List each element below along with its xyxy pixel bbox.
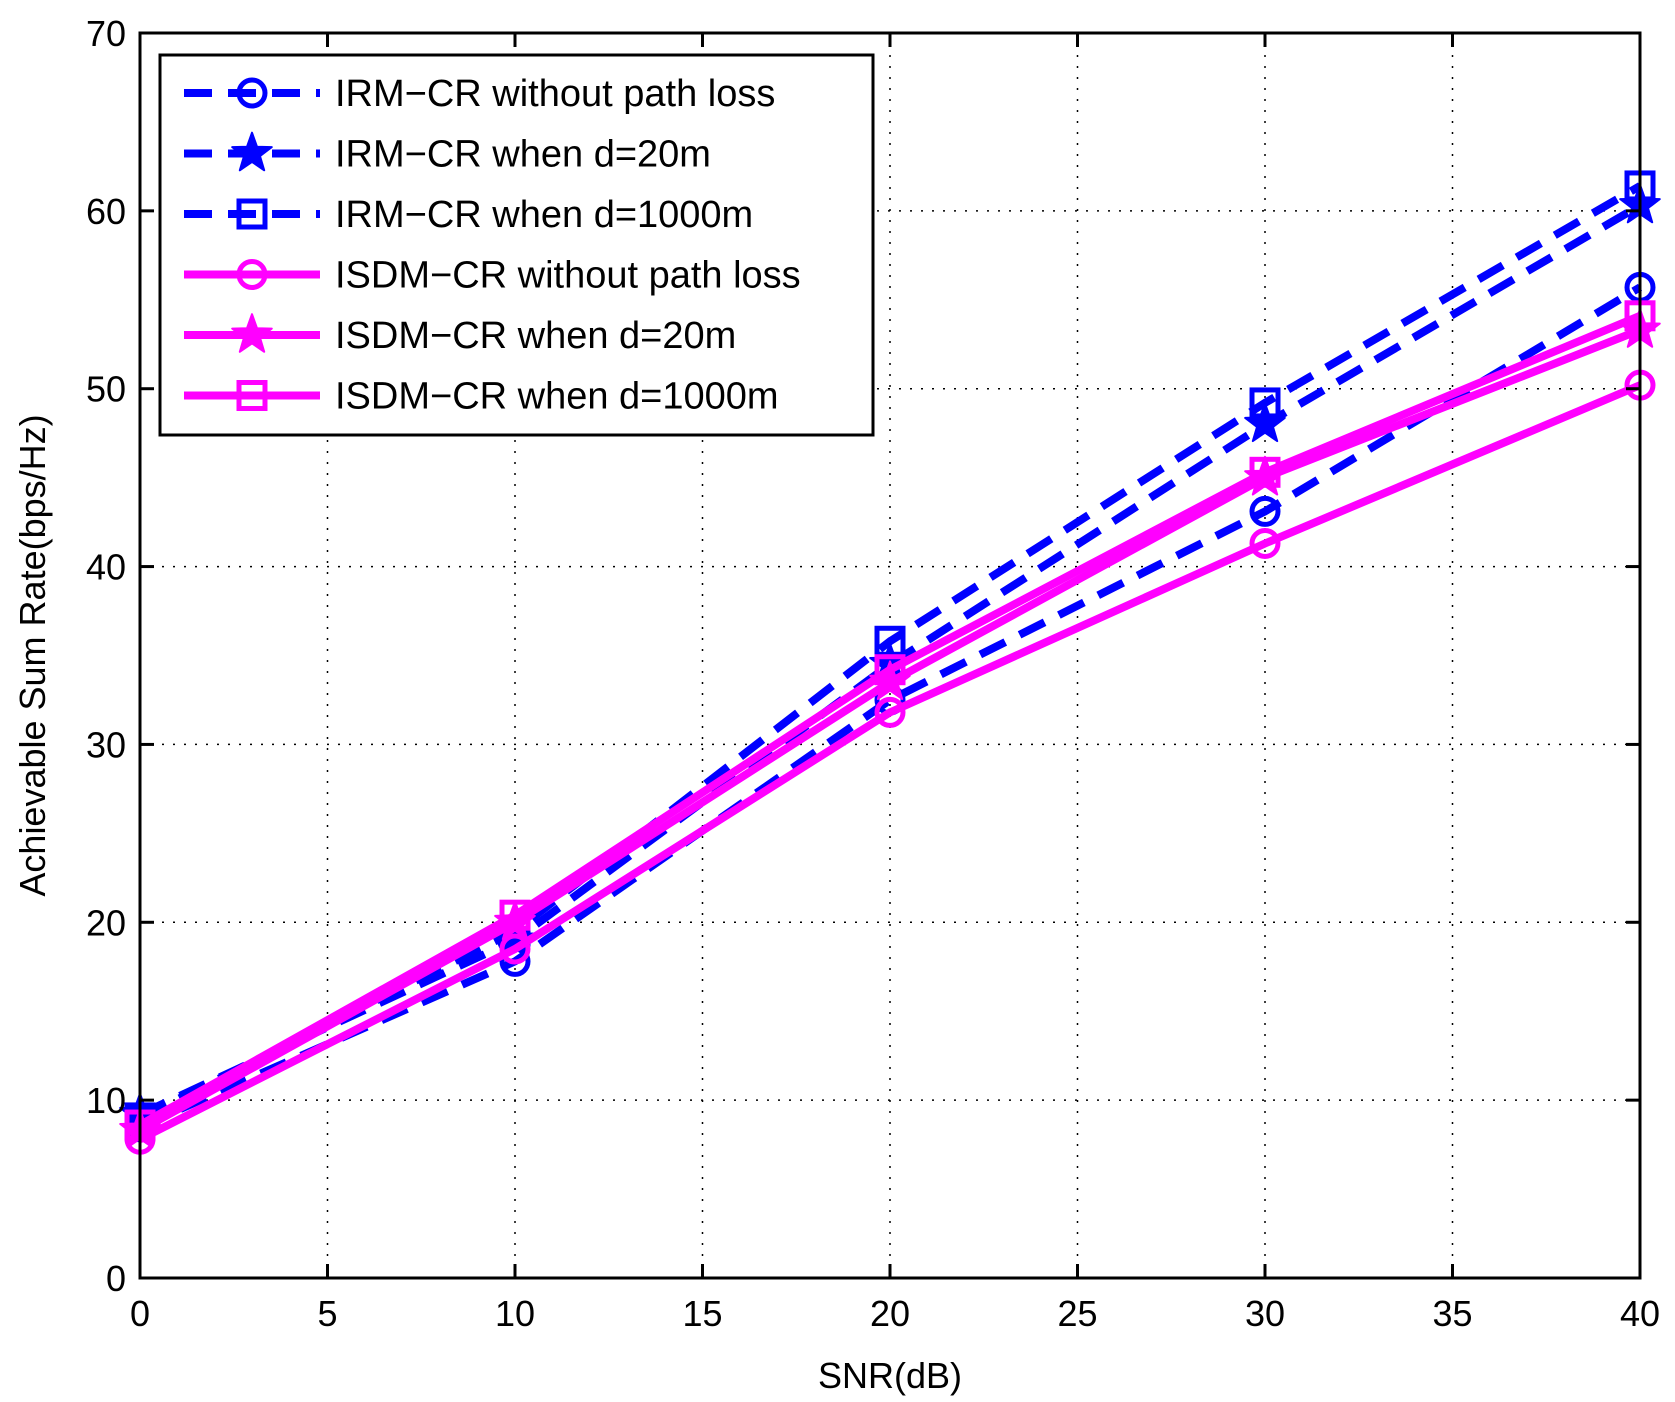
series-line <box>138 381 1642 1143</box>
legend-marker <box>231 313 273 353</box>
legend-label: ISDM−CR when d=1000m <box>335 376 779 418</box>
axis-ticks: 0 5 10 15 20 25 30 35 40 0 10 20 30 40 50 60 70 <box>86 13 1660 1334</box>
legend-entry: ISDM−CR without path loss <box>184 255 801 297</box>
legend-label: IRM−CR when d=1000m <box>335 194 753 236</box>
data-point <box>1249 387 1281 419</box>
data-point <box>1249 527 1281 559</box>
legend-marker <box>236 198 268 230</box>
y-tick-label: 0 <box>106 1258 126 1299</box>
legend-label: IRM−CR without path loss <box>335 73 775 115</box>
y-tick-label: 60 <box>86 191 126 232</box>
data-point <box>499 933 531 965</box>
legend-box <box>158 53 875 437</box>
y-tick-label: 50 <box>86 369 126 410</box>
legend-entry: IRM−CR when d=20m <box>184 131 711 176</box>
data-point <box>874 696 906 728</box>
legend-entry: IRM−CR without path loss <box>184 73 775 115</box>
legend-marker <box>231 131 273 172</box>
series-line <box>138 312 1642 1129</box>
grid <box>140 33 1640 1278</box>
legend-marker <box>236 380 268 411</box>
legend-entry: ISDM−CR when d=1000m <box>184 376 779 418</box>
x-tick-label: 25 <box>1057 1293 1097 1334</box>
y-tick-label: 10 <box>86 1080 126 1121</box>
series-line <box>138 202 1643 1119</box>
legend-label: IRM−CR when d=20m <box>335 134 711 176</box>
legend-entry: ISDM−CR when d=20m <box>184 313 736 357</box>
y-tick-label: 20 <box>86 902 126 943</box>
x-tick-label: 0 <box>130 1293 150 1334</box>
legend-entry: IRM−CR when d=1000m <box>184 194 753 236</box>
data-point <box>1249 456 1281 488</box>
x-tick-label: 5 <box>317 1293 337 1334</box>
x-axis-title: SNR(dB) <box>818 1355 962 1396</box>
x-tick-label: 35 <box>1432 1293 1472 1334</box>
y-axis-title: Achievable Sum Rate(bps/Hz) <box>12 414 53 896</box>
y-tick-label: 30 <box>86 724 126 765</box>
plot-series <box>119 170 1661 1155</box>
data-point <box>874 654 906 686</box>
legend-label: ISDM−CR without path loss <box>335 255 801 297</box>
y-tick-label: 40 <box>86 547 126 588</box>
x-tick-label: 10 <box>495 1293 535 1334</box>
x-tick-label: 40 <box>1620 1293 1660 1334</box>
x-tick-label: 30 <box>1245 1293 1285 1334</box>
legend-marker <box>236 77 268 109</box>
x-tick-label: 15 <box>682 1293 722 1334</box>
x-tick-label: 20 <box>870 1293 910 1334</box>
legend-label: ISDM−CR when d=20m <box>335 315 736 357</box>
legend-marker <box>236 259 268 290</box>
data-point <box>1249 495 1281 527</box>
data-point <box>499 899 531 931</box>
y-tick-label: 70 <box>86 13 126 54</box>
legend: IRM−CR without path loss IRM−CR when d=20… <box>158 53 875 437</box>
